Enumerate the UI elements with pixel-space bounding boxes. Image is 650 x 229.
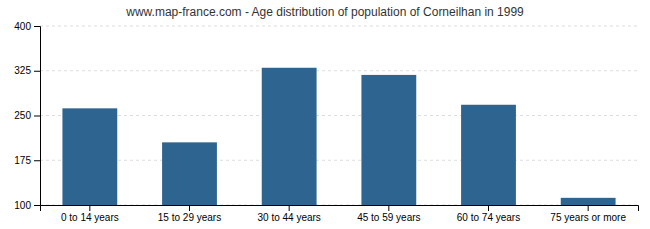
bar	[361, 75, 416, 205]
grid-line	[40, 70, 638, 71]
tick-mark	[34, 205, 40, 206]
tick: 100	[14, 200, 40, 211]
tick-mark	[34, 26, 40, 27]
y-axis: 100 175 250 325 400	[14, 21, 40, 211]
bar	[62, 108, 117, 205]
tick: 325	[14, 65, 40, 76]
tick-label: 400	[14, 21, 31, 32]
x-axis: 0 to 14 years 15 to 29 years 30 to 44 year…	[41, 205, 639, 223]
grid	[40, 26, 638, 205]
axis-line	[34, 27, 41, 206]
tick: 250	[14, 110, 40, 121]
tick-mark	[488, 205, 489, 211]
bar	[461, 105, 516, 205]
tick-label: 175	[14, 155, 31, 166]
bars	[62, 68, 615, 205]
tick-mark	[89, 205, 90, 211]
grid-line	[40, 26, 638, 27]
tick-label: 0 to 14 years	[61, 212, 119, 223]
bar	[561, 198, 616, 205]
tick-mark	[289, 205, 290, 211]
tick: 400	[14, 21, 40, 32]
tick-label: 60 to 74 years	[457, 212, 520, 223]
grid-line	[40, 160, 638, 161]
tick-mark	[388, 205, 389, 211]
tick-label: 45 to 59 years	[357, 212, 420, 223]
tick-mark	[34, 160, 40, 161]
bar	[262, 68, 317, 205]
chart: www.map-france.com - Age distribution of…	[0, 0, 650, 229]
tick-label: 100	[14, 200, 31, 211]
bar	[162, 142, 217, 205]
tick: 75 years or more	[550, 205, 626, 223]
grid-line	[40, 115, 638, 116]
tick-mark	[34, 116, 40, 117]
tick-mark	[189, 205, 190, 211]
tick-mark	[34, 71, 40, 72]
tick-label: 250	[14, 110, 31, 121]
tick: 0 to 14 years	[61, 205, 119, 223]
tick: 45 to 59 years	[357, 205, 420, 223]
tick-label: 30 to 44 years	[257, 212, 320, 223]
tick-label: 15 to 29 years	[158, 212, 221, 223]
tick-label: 75 years or more	[550, 212, 626, 223]
tick: 30 to 44 years	[257, 205, 320, 223]
tick: 175	[14, 155, 40, 166]
title: www.map-france.com - Age distribution of…	[125, 5, 524, 19]
tick-mark	[588, 205, 589, 211]
tick: 15 to 29 years	[158, 205, 221, 223]
tick: 60 to 74 years	[457, 205, 520, 223]
tick-label: 325	[14, 65, 31, 76]
axis-line	[41, 206, 639, 212]
plot: 100 175 250 325 400 0 to 14 years 15 to 29 yea…	[14, 21, 638, 229]
